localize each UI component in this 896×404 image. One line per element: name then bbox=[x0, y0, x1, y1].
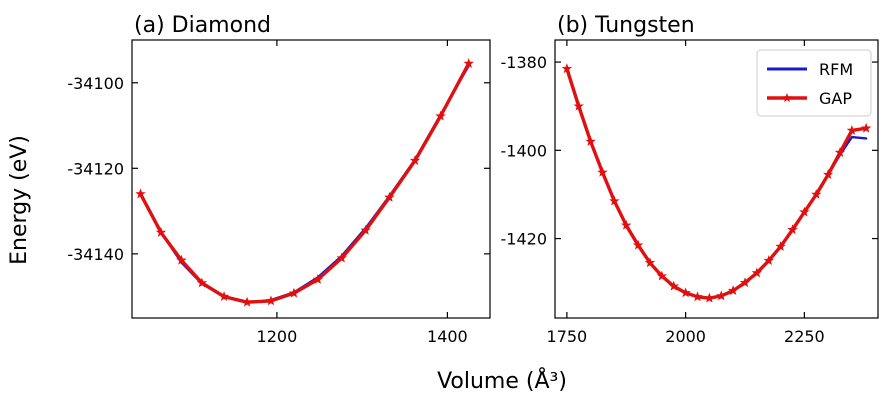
data-point-gap bbox=[218, 291, 230, 302]
plot-frame bbox=[554, 39, 879, 319]
x-tick-label: 2250 bbox=[784, 327, 825, 346]
data-point-gap bbox=[336, 252, 347, 263]
data-point-gap bbox=[384, 191, 395, 202]
data-point-gap bbox=[680, 287, 691, 298]
data-point-gap bbox=[176, 254, 187, 265]
data-point-gap bbox=[763, 255, 774, 266]
data-point-gap bbox=[775, 241, 786, 251]
series-gap bbox=[561, 63, 872, 303]
data-point-gap bbox=[727, 285, 739, 296]
y-tick-label: -1420 bbox=[501, 230, 548, 249]
data-point-gap bbox=[621, 219, 632, 230]
data-point-gap bbox=[312, 274, 324, 284]
legend-label-rfm: RFM bbox=[819, 60, 853, 79]
data-point-gap bbox=[360, 224, 371, 235]
data-point-gap bbox=[409, 155, 421, 166]
data-point-gap bbox=[288, 287, 300, 298]
y-tick-label: -1380 bbox=[501, 53, 548, 72]
data-point-gap bbox=[573, 100, 584, 111]
data-point-gap bbox=[241, 296, 253, 307]
data-point-gap bbox=[135, 188, 146, 199]
y-tick-label: -1400 bbox=[501, 141, 548, 160]
data-point-gap bbox=[668, 280, 679, 291]
x-tick-label: 1400 bbox=[427, 327, 468, 346]
chart-panel-2: (b) Tungsten 1750 2000 2250 -1380 -1400 -1420 R… bbox=[501, 13, 879, 346]
data-point-gap bbox=[834, 147, 846, 157]
data-point-gap bbox=[597, 166, 608, 177]
legend-label-gap: GAP bbox=[819, 89, 852, 108]
data-point-gap bbox=[846, 125, 858, 135]
legend-marker-gap bbox=[782, 93, 792, 103]
y-axis-label: Energy (eV) bbox=[7, 135, 32, 265]
data-point-gap bbox=[644, 257, 656, 268]
x-tick-label: 1750 bbox=[547, 327, 588, 346]
legend-box bbox=[756, 49, 872, 117]
data-point-gap bbox=[704, 292, 715, 303]
plot-frame bbox=[131, 39, 491, 319]
x-tick-label: 1200 bbox=[257, 327, 298, 346]
y-tick-label: -34140 bbox=[67, 245, 124, 264]
y-tick-label: -34120 bbox=[67, 159, 124, 178]
data-point-gap bbox=[751, 267, 763, 278]
x-tick-label: 2000 bbox=[665, 327, 706, 346]
data-point-gap bbox=[860, 122, 872, 133]
chart-title: (b) Tungsten bbox=[557, 13, 695, 38]
data-point-gap bbox=[716, 290, 727, 301]
data-point-gap bbox=[811, 188, 822, 199]
data-point-gap bbox=[435, 110, 446, 121]
data-point-gap bbox=[265, 295, 277, 306]
data-point-gap bbox=[799, 206, 810, 217]
data-point-gap bbox=[632, 239, 644, 250]
data-point-gap bbox=[739, 277, 751, 288]
data-point-gap bbox=[692, 291, 703, 302]
legend: RFM GAP bbox=[756, 49, 872, 117]
data-point-gap bbox=[196, 277, 208, 288]
data-point-gap bbox=[463, 58, 474, 68]
data-point-gap bbox=[822, 169, 834, 180]
data-point-gap bbox=[656, 270, 668, 281]
data-point-gap bbox=[609, 195, 620, 206]
chart-title: (a) Diamond bbox=[134, 13, 271, 38]
series-gap bbox=[135, 58, 474, 307]
data-point-gap bbox=[787, 224, 798, 235]
chart-panel-1: (a) Diamond 1200 1400 -34100 -34120 -34140 bbox=[67, 13, 491, 346]
data-point-gap bbox=[585, 136, 596, 146]
y-tick-label: -34100 bbox=[67, 74, 124, 93]
x-axis-label: Volume (Å³) bbox=[437, 367, 567, 394]
series-line-gap bbox=[138, 61, 471, 304]
data-point-gap bbox=[561, 63, 573, 74]
data-point-gap bbox=[155, 227, 167, 237]
